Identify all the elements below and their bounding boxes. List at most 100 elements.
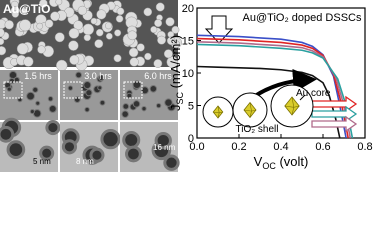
core-edges (213, 105, 223, 119)
scale-label: 16 nm (153, 143, 176, 152)
chart: 0 5 10 15 20 0.0 0.2 0.4 0.6 0.8 VOC (volt) JSC (mA… (168, 3, 373, 171)
particle (105, 32, 113, 40)
particle (82, 23, 95, 36)
y-tick-label: 0 (188, 133, 194, 145)
x-tick-label: 0.4 (273, 141, 288, 153)
x-tick-label: 0.2 (231, 141, 246, 153)
particle (0, 46, 7, 56)
core-edges (243, 102, 257, 118)
annotation: TiO₂ shell (236, 124, 279, 135)
particle (125, 145, 142, 163)
particle (47, 96, 54, 102)
particle (98, 74, 105, 81)
particle (4, 20, 14, 30)
particle (95, 28, 104, 37)
arrow (311, 115, 358, 133)
particle (19, 19, 32, 32)
particle (0, 37, 5, 46)
particle (45, 119, 61, 136)
particle (115, 15, 124, 23)
particle (100, 128, 121, 150)
particle (122, 130, 141, 150)
x-axis-label: VOC (volt) (254, 154, 309, 171)
particle (155, 102, 162, 109)
particle (8, 77, 16, 85)
particle (164, 98, 173, 107)
particle (166, 56, 179, 68)
particle (129, 57, 139, 67)
particle (121, 110, 129, 118)
y-tick-label: 15 (182, 36, 194, 48)
particle (165, 17, 175, 27)
particle (157, 35, 167, 45)
particle (132, 80, 142, 90)
particle (68, 40, 79, 51)
particle (55, 0, 63, 6)
arrow (311, 95, 358, 113)
scale-label: 8 nm (76, 157, 94, 166)
y-tick-label: 5 (188, 101, 194, 113)
panel-label: 1.5 hrs (24, 71, 52, 81)
jv-curve (196, 43, 354, 139)
y-tick-label: 10 (182, 68, 194, 80)
particle (32, 86, 39, 93)
panel-label: 3.0 hrs (84, 71, 112, 81)
particle (83, 80, 92, 90)
particle (23, 56, 34, 67)
particle (6, 86, 12, 92)
inset-box (3, 81, 23, 99)
particle (171, 25, 180, 34)
particle (96, 9, 107, 20)
particle (122, 103, 130, 110)
particle (0, 28, 5, 38)
particle (48, 104, 57, 113)
particle (11, 10, 19, 18)
particle (90, 17, 98, 25)
particle (50, 11, 60, 22)
jv-curve (196, 37, 349, 139)
particle (36, 22, 44, 30)
core-edges (284, 96, 300, 116)
particle (150, 26, 158, 34)
particle (29, 109, 35, 115)
particle (69, 54, 80, 65)
particle (155, 2, 165, 12)
particle (77, 5, 88, 16)
y-axis-label-part: (mA/cm²) (168, 35, 183, 92)
particle (105, 22, 113, 30)
particle (0, 125, 15, 143)
particle (97, 85, 103, 91)
particle (61, 139, 78, 155)
x-axis-label-part: (volt) (276, 154, 309, 169)
particle (116, 7, 125, 16)
x-axis-label-part: V (254, 154, 263, 169)
chart-title: Au@TiO₂ doped DSSCs (243, 12, 362, 24)
particle (163, 49, 173, 59)
particle (37, 45, 46, 54)
particle (166, 36, 176, 46)
particle (132, 100, 141, 108)
particle (16, 43, 29, 55)
particle (6, 140, 26, 159)
image-label: Au@TiO (3, 2, 50, 16)
particle (136, 43, 145, 52)
inset-box (123, 81, 143, 99)
particle (21, 7, 28, 15)
y-axis-label-part: J (168, 105, 183, 112)
particle (35, 100, 41, 106)
particle (94, 39, 104, 49)
y-tick-label: 20 (182, 3, 194, 15)
particle (75, 71, 83, 79)
particle (85, 89, 93, 97)
particle (99, 99, 106, 106)
particle (114, 29, 122, 37)
particle (39, 0, 48, 8)
graphical-abstract: Au@TiO 1.5 hrs 3.0 hrs 6.0 hrs 5 nm 8 nm 16 n… (0, 0, 373, 172)
particle (163, 154, 180, 171)
particle (84, 106, 90, 113)
particle (68, 27, 80, 39)
particle (140, 86, 149, 95)
particle (17, 96, 23, 103)
particle (83, 33, 91, 42)
micrographs: Au@TiO 1.5 hrs 3.0 hrs 6.0 hrs 5 nm 8 nm 16 n… (0, 0, 182, 172)
